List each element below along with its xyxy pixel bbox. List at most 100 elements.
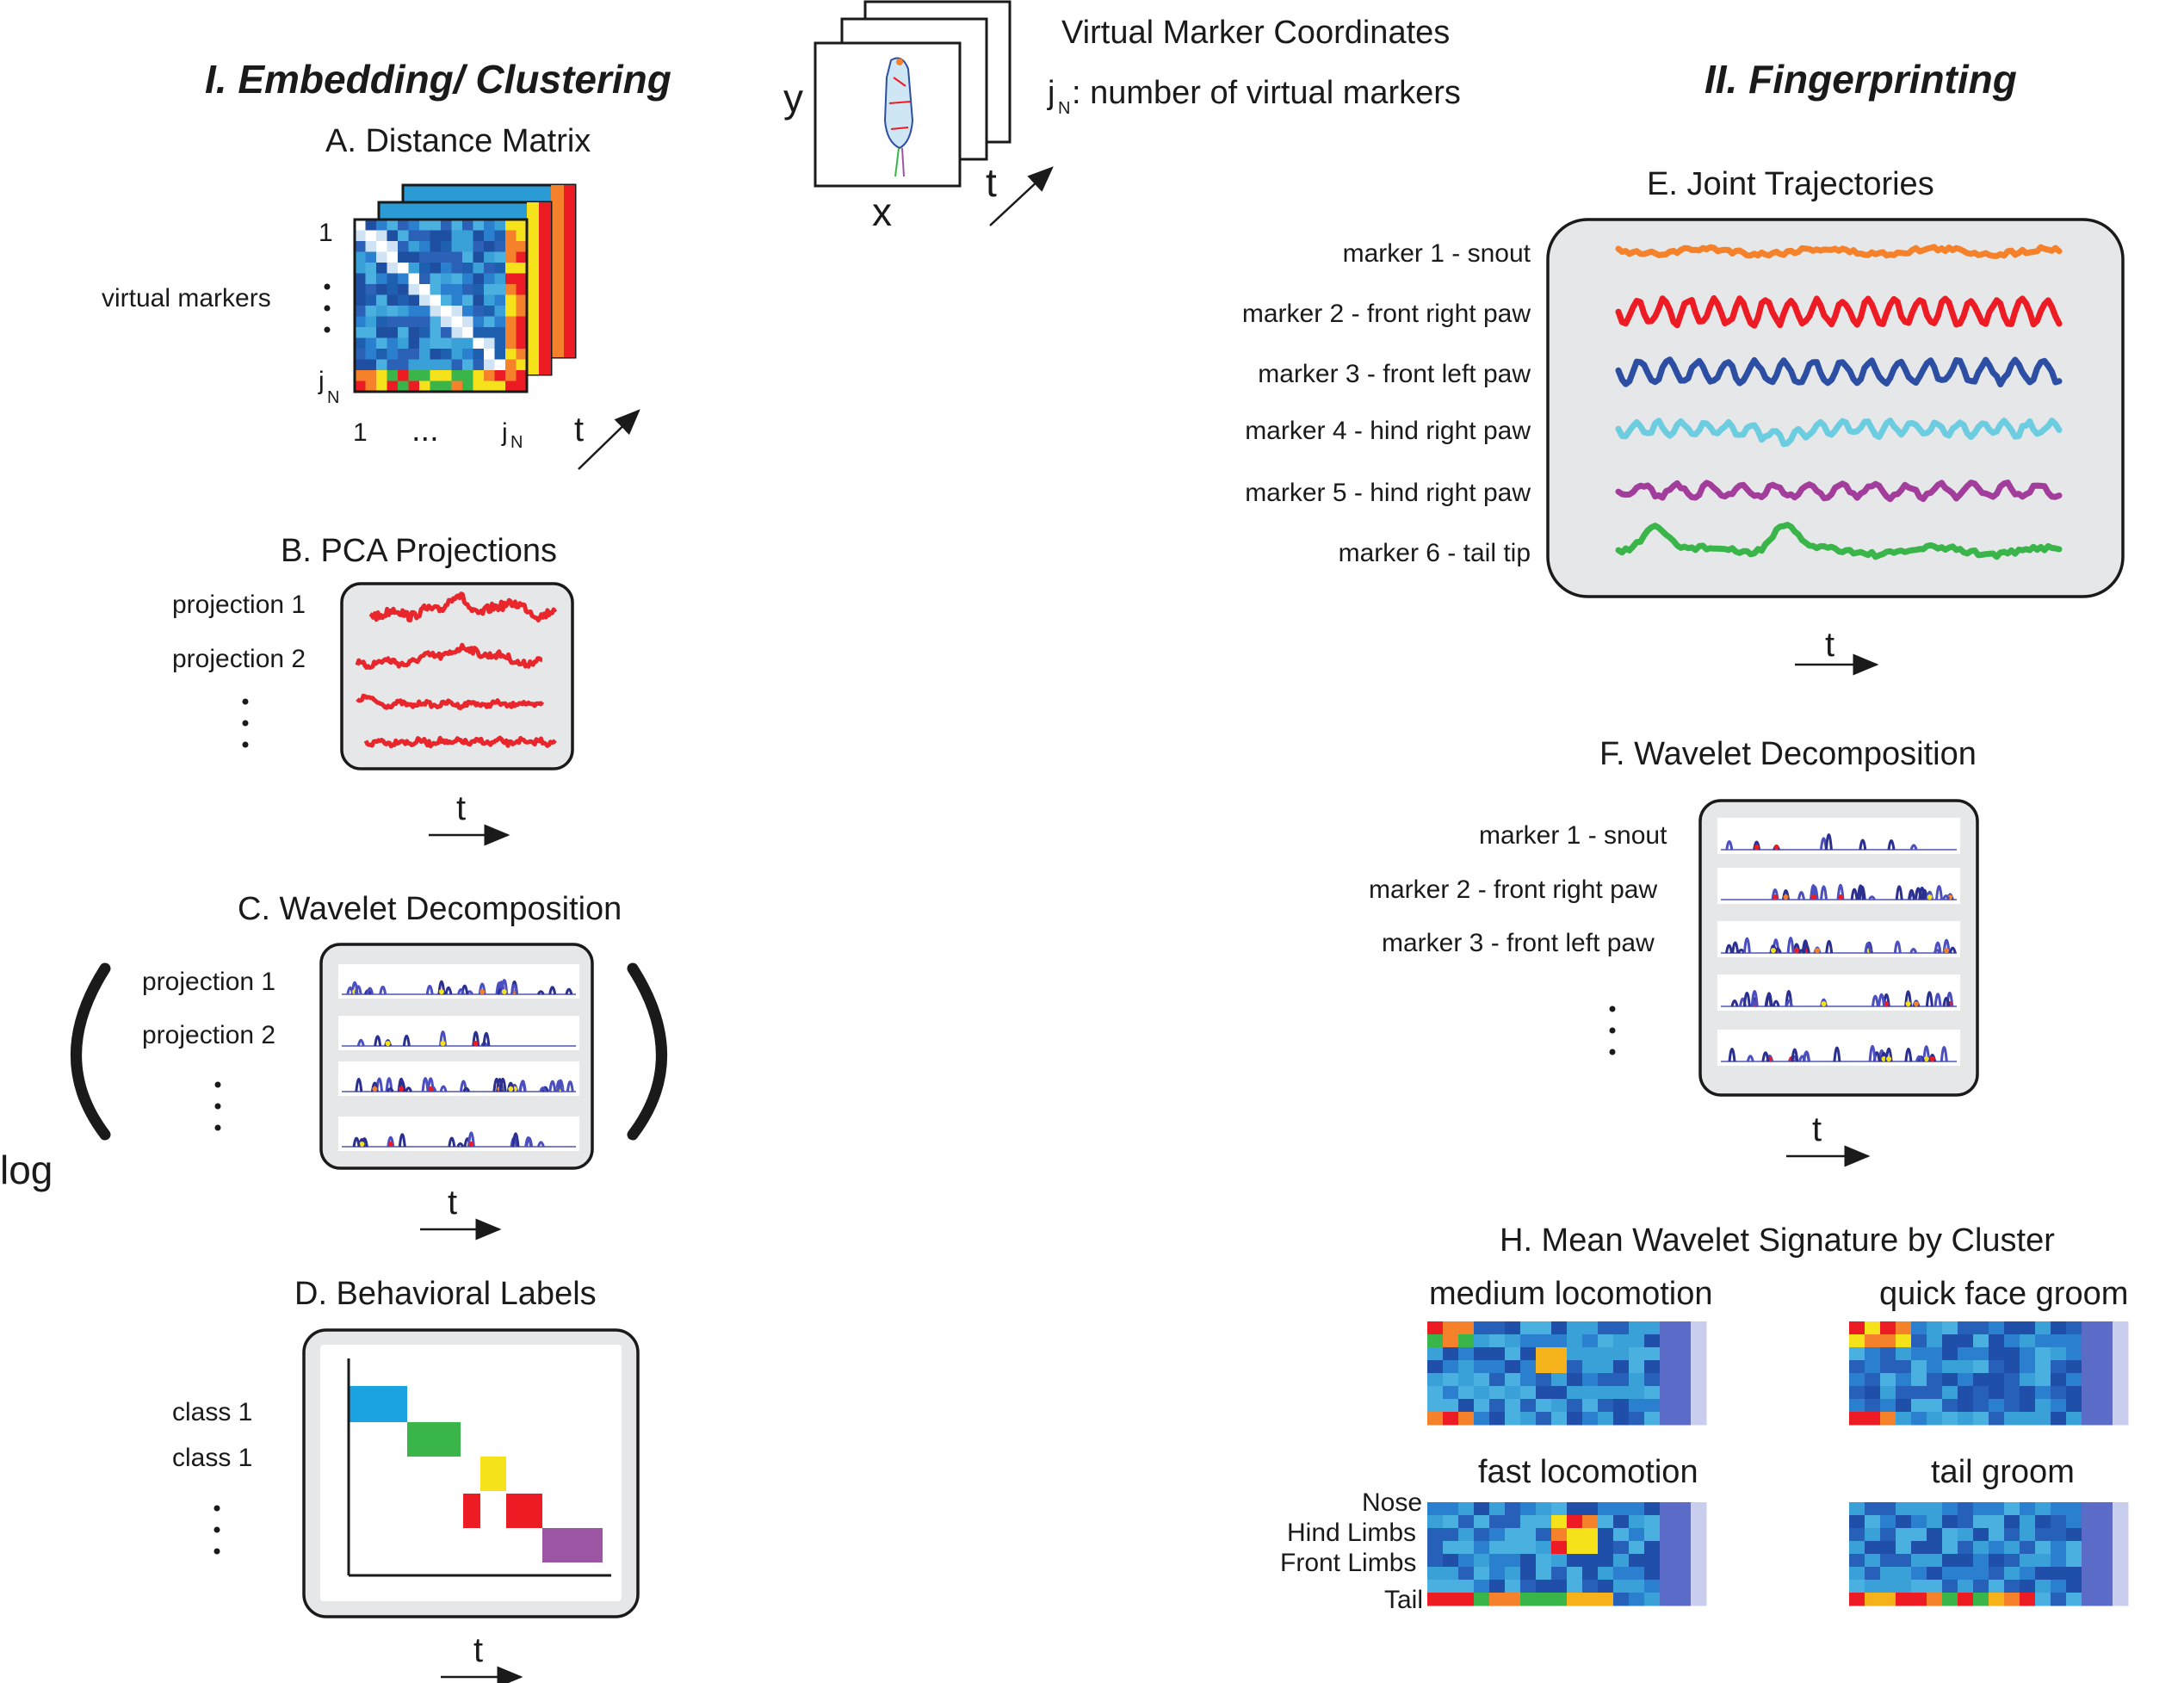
matrix-cell <box>451 241 463 252</box>
matrix-cell <box>473 349 485 360</box>
matrix-cell <box>376 381 387 393</box>
matrix-cell <box>494 337 506 350</box>
heatmap-cell <box>2035 1515 2051 1529</box>
matrix-cell <box>462 337 473 350</box>
matrix-border <box>353 218 529 393</box>
panelA-row-first: 1 <box>319 219 333 247</box>
heatmap-cell <box>1427 1386 1444 1400</box>
wavelet-burst <box>374 1035 382 1047</box>
heatmap-cell <box>2097 1567 2113 1581</box>
wavelet-burst <box>548 1080 557 1092</box>
heatmap-cell <box>1474 1502 1490 1516</box>
matrix-cell <box>451 359 463 371</box>
heatmap-cell <box>1505 1412 1521 1426</box>
matrix-cell <box>441 381 452 393</box>
wavelet-burst <box>1786 937 1795 954</box>
wavelet-hot <box>1905 1001 1911 1006</box>
heatmap-cell <box>1567 1567 1583 1581</box>
heatmap-cell <box>2051 1347 2067 1361</box>
heatmap-cell <box>1989 1580 2005 1593</box>
matrix-cell <box>376 327 387 338</box>
wavelet-burst <box>1772 999 1780 1007</box>
heatmap-cell <box>1660 1373 1676 1387</box>
panelF-row-3: marker 3 - front left paw <box>1382 929 1655 957</box>
behavior-block <box>407 1422 461 1457</box>
matrix-cell <box>365 337 377 350</box>
heatmap-cell <box>1644 1541 1661 1555</box>
heatmap-cell <box>1505 1567 1521 1581</box>
joint-trace <box>1615 356 2063 387</box>
heatmap-cell <box>1880 1373 1896 1387</box>
heatmap-cell <box>1427 1412 1444 1426</box>
matrix-cell <box>376 349 387 360</box>
heatmap-cell <box>1598 1593 1614 1606</box>
matrix-cell <box>376 306 387 317</box>
heatmap-cell <box>1691 1502 1707 1516</box>
wavelet-burst <box>1791 1048 1799 1062</box>
heatmap-cell <box>1629 1528 1645 1542</box>
wavelet-burst <box>467 1131 475 1148</box>
joint-label: marker 4 - hind right paw <box>1245 417 1531 445</box>
heatmap-cell <box>1660 1515 1676 1529</box>
panelA-ylabel: virtual markers <box>102 284 271 312</box>
matrix-cell <box>355 294 366 306</box>
heatmap-cell <box>1443 1321 1459 1335</box>
section2-header: II. Fingerprinting <box>1705 57 2017 102</box>
matrix-cell <box>365 263 377 274</box>
wavelet-burst <box>1864 942 1872 954</box>
heatmap-cell <box>2113 1502 2129 1516</box>
cluster-title-2: quick face groom <box>1879 1276 2128 1312</box>
heatmap-cell <box>1536 1515 1552 1529</box>
heatmap-cell <box>2097 1502 2113 1516</box>
matrix-cell <box>451 381 463 393</box>
heatmap-cell <box>1536 1386 1552 1400</box>
panelE-t: t <box>1825 626 1834 664</box>
heatmap-cell <box>1427 1528 1444 1542</box>
heatmap-cell <box>1911 1515 1927 1529</box>
heatmap-cell <box>1505 1399 1521 1413</box>
frame-t-arrow <box>989 166 1054 226</box>
matrix-cell <box>484 294 495 306</box>
jn-desc: : number of virtual markers <box>1072 75 1461 111</box>
heatmap-cell <box>1660 1567 1676 1581</box>
heatmap-cell <box>2035 1528 2051 1542</box>
matrix-cell <box>441 220 452 231</box>
heatmap-cell <box>1989 1541 2005 1555</box>
heatmap-cell <box>1536 1373 1552 1387</box>
matrix-cell <box>398 349 409 360</box>
heatmap-cell <box>2113 1347 2129 1361</box>
matrix-cell <box>408 370 420 381</box>
heatmap-cell <box>2020 1541 2036 1555</box>
wavelet-hot <box>385 1041 391 1046</box>
heatmap-cell <box>1598 1541 1614 1555</box>
heatmap-cell <box>1582 1399 1599 1413</box>
heatmap-cell <box>1443 1528 1459 1542</box>
heatmap-cell <box>1880 1528 1896 1542</box>
heatmap-cell <box>1849 1386 1865 1400</box>
heatmap-cell <box>1644 1386 1661 1400</box>
heatmap-cell <box>1896 1528 1912 1542</box>
panelA-col-first: 1 <box>353 418 368 447</box>
behavior-block <box>349 1386 407 1422</box>
heatmap-cell <box>1896 1502 1912 1516</box>
heatmap-cell <box>1551 1515 1568 1529</box>
heatmap-cell <box>1896 1360 1912 1374</box>
heatmap-cell <box>1551 1412 1568 1426</box>
heatmap-cell <box>2082 1593 2098 1606</box>
matrix-cell <box>355 273 366 285</box>
heatmap-cell <box>1644 1567 1661 1581</box>
panelC-wavelet-strips <box>338 964 579 1151</box>
heatmap-cell <box>1629 1554 1645 1568</box>
heatmap-cell <box>1927 1373 1943 1387</box>
matrix-cell <box>365 230 377 242</box>
heatmap-cell <box>1644 1373 1661 1387</box>
heatmap-cell <box>1958 1373 1974 1387</box>
heatmap-cell <box>1551 1541 1568 1555</box>
matrix-cell <box>430 327 442 338</box>
matrix-cell <box>494 230 506 242</box>
joint-label: marker 5 - hind right paw <box>1245 479 1531 507</box>
heatmap-cell <box>2082 1541 2098 1555</box>
heatmap-cell <box>2020 1399 2036 1413</box>
heatmap-cell <box>2066 1360 2082 1374</box>
